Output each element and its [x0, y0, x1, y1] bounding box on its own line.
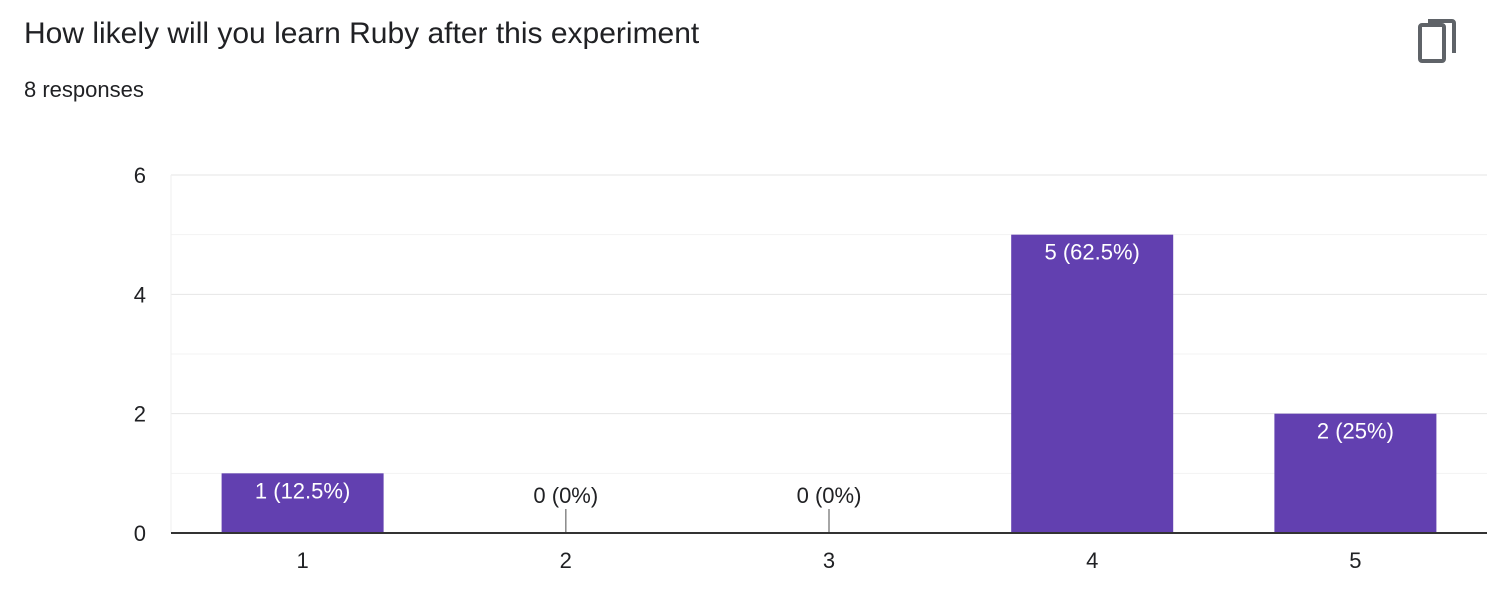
- x-tick-label: 5: [1349, 548, 1361, 573]
- x-tick-label: 1: [296, 548, 308, 573]
- bars: 1 (12.5%) 0 (0%) 0 (0%) 5 (62.5%) 2 (25%): [221, 234, 1437, 533]
- y-tick-label: 6: [134, 163, 146, 188]
- x-tick-label: 2: [560, 548, 572, 573]
- x-axis-ticks: 1 2 3 4 5: [296, 548, 1361, 573]
- bar: [1011, 234, 1174, 533]
- y-tick-label: 4: [134, 282, 146, 307]
- gridlines: [170, 174, 1487, 533]
- bar: [221, 473, 384, 533]
- y-axis-ticks: 0 2 4 6: [134, 163, 146, 546]
- bar-data-label: 1 (12.5%): [255, 478, 350, 503]
- y-tick-label: 2: [134, 402, 146, 427]
- x-tick-label: 4: [1086, 548, 1098, 573]
- bar-data-label: 0 (0%): [533, 483, 598, 508]
- copy-chart-button[interactable]: [1412, 14, 1464, 66]
- x-tick-label: 3: [823, 548, 835, 573]
- bar: [1274, 413, 1437, 533]
- y-tick-label: 0: [134, 521, 146, 546]
- question-title: How likely will you learn Ruby after thi…: [24, 17, 700, 50]
- bar-data-label: 0 (0%): [797, 483, 862, 508]
- copy-icon: [1418, 19, 1456, 63]
- bar-data-label: 5 (62.5%): [1045, 240, 1140, 265]
- bar-data-label: 2 (25%): [1317, 419, 1394, 444]
- response-count: 8 responses: [24, 77, 144, 102]
